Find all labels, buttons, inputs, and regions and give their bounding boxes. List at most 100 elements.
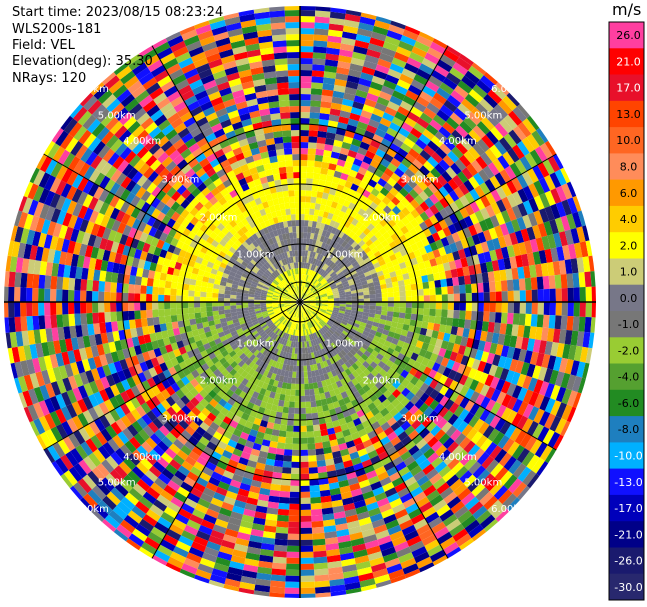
gate bbox=[366, 380, 375, 389]
gate bbox=[341, 370, 348, 379]
gate bbox=[300, 383, 305, 390]
gate bbox=[355, 367, 363, 376]
gate bbox=[256, 572, 272, 581]
gate bbox=[478, 421, 490, 435]
gate bbox=[453, 302, 460, 311]
gate bbox=[294, 190, 300, 197]
gate bbox=[446, 341, 455, 352]
gate bbox=[442, 367, 452, 378]
gate bbox=[396, 340, 405, 348]
gate bbox=[304, 347, 309, 354]
gate bbox=[300, 311, 302, 318]
gate bbox=[349, 339, 357, 347]
gate bbox=[375, 306, 382, 311]
gate bbox=[128, 284, 135, 294]
gate bbox=[315, 10, 331, 18]
gate bbox=[309, 112, 320, 119]
gate bbox=[355, 317, 362, 322]
gate bbox=[439, 449, 452, 461]
gate bbox=[387, 302, 394, 307]
gate bbox=[542, 429, 555, 445]
gate bbox=[300, 28, 315, 35]
gate bbox=[434, 316, 442, 325]
gate bbox=[8, 317, 16, 333]
gate bbox=[377, 535, 392, 546]
gate bbox=[369, 305, 376, 310]
gate bbox=[258, 493, 270, 502]
gate bbox=[300, 431, 308, 438]
gate bbox=[251, 523, 265, 532]
gate bbox=[341, 558, 356, 567]
gate bbox=[475, 349, 484, 361]
gate bbox=[300, 359, 304, 366]
gate bbox=[376, 327, 384, 334]
gate bbox=[295, 389, 300, 396]
gate bbox=[300, 22, 315, 29]
gate bbox=[316, 136, 326, 144]
gate bbox=[317, 411, 325, 419]
gate bbox=[410, 395, 420, 405]
gate bbox=[480, 438, 493, 452]
gate bbox=[368, 475, 380, 485]
gate bbox=[410, 352, 419, 361]
gate bbox=[300, 467, 309, 474]
gate bbox=[414, 379, 425, 389]
gate bbox=[326, 310, 333, 315]
gate bbox=[543, 302, 550, 316]
gate bbox=[400, 397, 410, 407]
gate bbox=[285, 581, 300, 588]
gate bbox=[305, 353, 310, 360]
gate bbox=[315, 304, 322, 307]
gate bbox=[394, 426, 405, 437]
gate bbox=[252, 442, 262, 451]
gate bbox=[313, 388, 320, 395]
gate bbox=[426, 489, 440, 502]
gate bbox=[311, 190, 318, 198]
gate bbox=[412, 434, 424, 445]
gate bbox=[328, 572, 344, 581]
gate bbox=[122, 302, 129, 312]
gate bbox=[367, 449, 379, 460]
gate bbox=[425, 468, 439, 480]
gate bbox=[372, 486, 385, 497]
gate bbox=[265, 513, 278, 521]
gate bbox=[464, 496, 480, 511]
gate bbox=[383, 441, 394, 451]
gate bbox=[310, 313, 315, 320]
gate bbox=[293, 413, 300, 420]
gate bbox=[429, 494, 444, 507]
gate bbox=[471, 483, 486, 497]
gate bbox=[300, 136, 309, 143]
gate bbox=[325, 323, 332, 329]
gate bbox=[315, 302, 322, 305]
gate bbox=[311, 345, 317, 353]
gate bbox=[337, 373, 344, 381]
gate bbox=[368, 313, 376, 318]
gate bbox=[436, 417, 448, 430]
gate bbox=[289, 503, 300, 510]
gate bbox=[323, 353, 330, 361]
gate bbox=[363, 534, 378, 544]
gate bbox=[476, 510, 492, 525]
gate bbox=[507, 441, 520, 456]
gate bbox=[389, 498, 403, 509]
gate bbox=[381, 302, 388, 307]
gate bbox=[337, 351, 345, 359]
gate bbox=[317, 314, 323, 320]
gate bbox=[408, 429, 420, 441]
gate bbox=[280, 418, 288, 426]
gate bbox=[200, 302, 207, 308]
gate bbox=[567, 390, 578, 407]
gate bbox=[489, 415, 501, 429]
gate bbox=[278, 496, 290, 504]
gate bbox=[330, 395, 338, 403]
gate bbox=[333, 322, 340, 328]
gate bbox=[404, 425, 416, 436]
gate bbox=[335, 380, 343, 388]
gate bbox=[353, 352, 361, 360]
gate bbox=[411, 449, 424, 461]
gate bbox=[320, 495, 332, 503]
gate bbox=[325, 312, 332, 316]
gate bbox=[356, 311, 364, 316]
gate bbox=[239, 581, 256, 591]
